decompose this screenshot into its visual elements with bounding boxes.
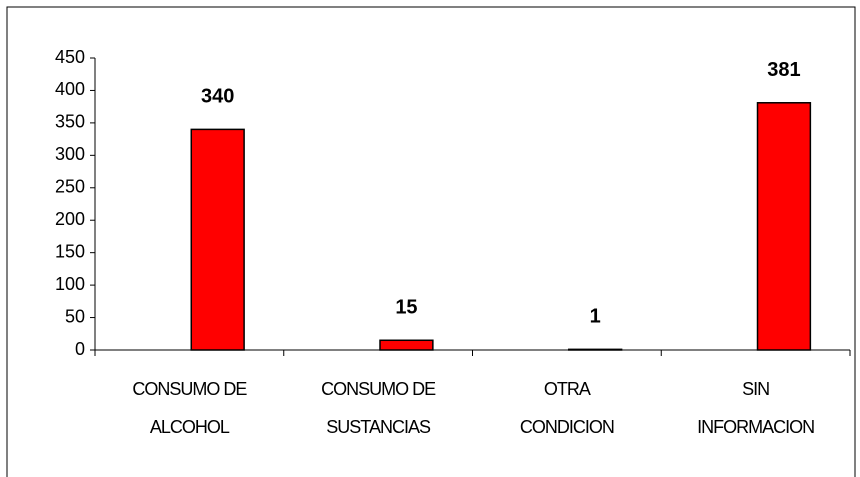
y-tick-label: 50	[65, 306, 85, 326]
value-label: 1	[590, 306, 601, 328]
bar	[379, 339, 434, 351]
value-label: 340	[201, 86, 234, 108]
value-label: 15	[395, 297, 417, 319]
bar	[568, 348, 623, 351]
bar	[756, 102, 812, 351]
y-tick-label: 0	[75, 339, 85, 359]
x-tick-label: CONSUMO DE SUSTANCIAS	[321, 379, 436, 437]
y-tick-label: 300	[55, 144, 85, 164]
x-tick-label: OTRA CONDICION	[520, 379, 614, 437]
chart-frame	[6, 6, 856, 477]
bar	[190, 128, 245, 351]
y-tick-label: 200	[55, 209, 85, 229]
x-tick-label: SIN INFORMACION	[697, 379, 814, 437]
y-tick-label: 350	[55, 112, 85, 132]
x-tick-label: CONSUMO DE ALCOHOL	[132, 379, 247, 437]
y-tick-label: 150	[55, 241, 85, 261]
y-tick-label: 250	[55, 177, 85, 197]
value-label: 381	[767, 59, 800, 81]
y-tick-label: 450	[55, 47, 85, 67]
y-tick-label: 100	[55, 274, 85, 294]
y-tick-label: 400	[55, 79, 85, 99]
